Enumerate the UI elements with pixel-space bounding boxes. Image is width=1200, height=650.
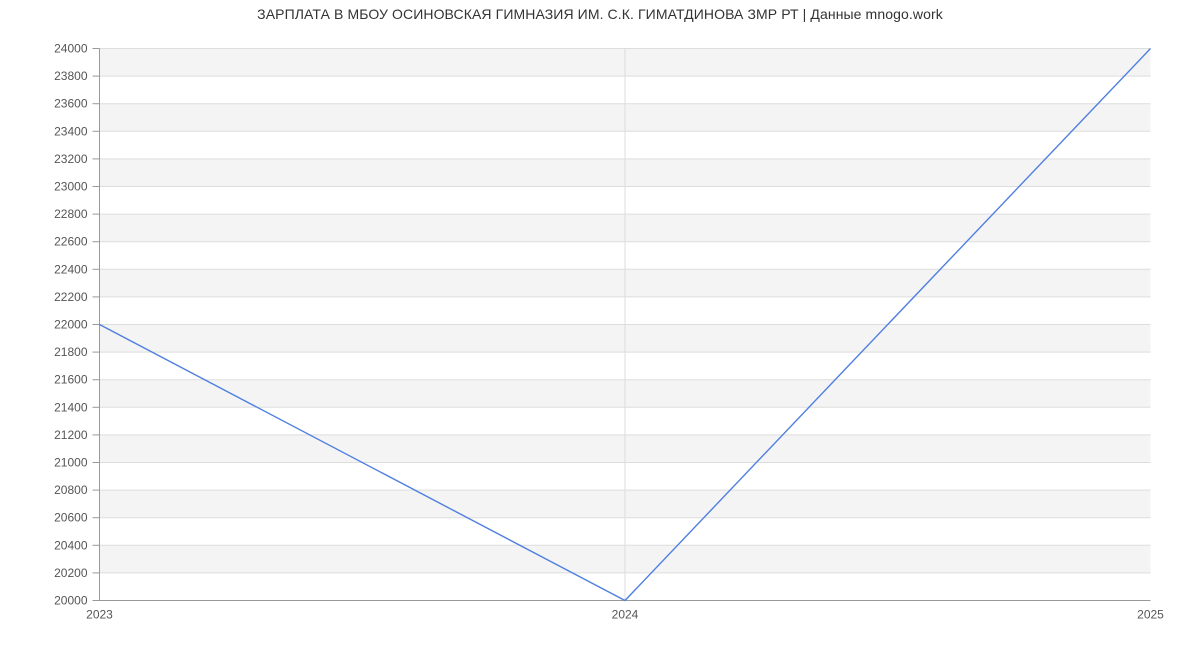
svg-text:22800: 22800: [54, 207, 88, 221]
svg-text:21200: 21200: [54, 428, 88, 442]
svg-text:2024: 2024: [612, 608, 639, 622]
svg-text:23600: 23600: [54, 97, 88, 111]
svg-text:23400: 23400: [54, 124, 88, 138]
svg-text:21000: 21000: [54, 456, 88, 470]
svg-text:22000: 22000: [54, 318, 88, 332]
svg-text:22400: 22400: [54, 262, 88, 276]
svg-text:21400: 21400: [54, 400, 88, 414]
svg-text:22600: 22600: [54, 235, 88, 249]
svg-text:21800: 21800: [54, 345, 88, 359]
svg-text:23800: 23800: [54, 69, 88, 83]
svg-text:23000: 23000: [54, 180, 88, 194]
svg-text:20600: 20600: [54, 511, 88, 525]
svg-text:22200: 22200: [54, 290, 88, 304]
svg-text:2023: 2023: [86, 608, 113, 622]
svg-text:21600: 21600: [54, 373, 88, 387]
svg-text:23200: 23200: [54, 152, 88, 166]
svg-text:2025: 2025: [1137, 608, 1164, 622]
svg-text:20200: 20200: [54, 566, 88, 580]
svg-text:20000: 20000: [54, 594, 88, 608]
svg-text:20400: 20400: [54, 538, 88, 552]
svg-text:24000: 24000: [54, 42, 88, 56]
svg-text:20800: 20800: [54, 483, 88, 497]
